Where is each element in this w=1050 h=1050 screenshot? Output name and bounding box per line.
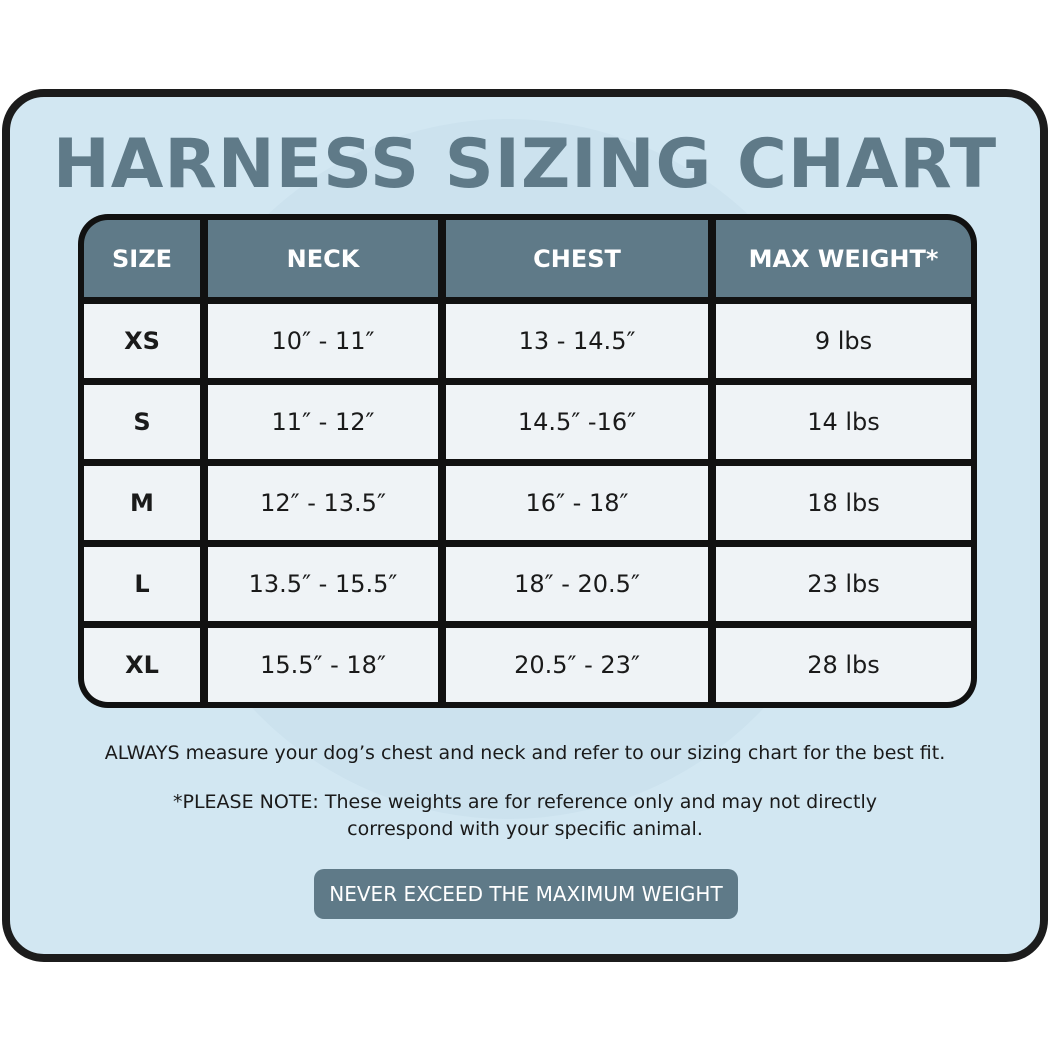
cell-max-weight: 9 lbs [716, 304, 971, 378]
cell-size: L [84, 547, 200, 621]
cell-neck: 12″ - 13.5″ [208, 466, 438, 540]
sizing-chart-card: HARNESS SIZING CHART SIZE NECK CHEST MAX WE… [2, 89, 1048, 962]
header-size: SIZE [84, 220, 200, 297]
header-chest: CHEST [446, 220, 708, 297]
cell-max-weight: 18 lbs [716, 466, 971, 540]
header-max-weight: MAX WEIGHT* [716, 220, 971, 297]
cell-neck: 13.5″ - 15.5″ [208, 547, 438, 621]
cell-chest: 13 - 14.5″ [446, 304, 708, 378]
cell-chest: 18″ - 20.5″ [446, 547, 708, 621]
cell-neck: 10″ - 11″ [208, 304, 438, 378]
cell-chest: 14.5″ -16″ [446, 385, 708, 459]
cell-chest: 16″ - 18″ [446, 466, 708, 540]
cell-neck: 15.5″ - 18″ [208, 628, 438, 702]
cell-max-weight: 23 lbs [716, 547, 971, 621]
sizing-table: SIZE NECK CHEST MAX WEIGHT* XS 10″ - 11″ 13 - … [78, 214, 977, 708]
cell-neck: 11″ - 12″ [208, 385, 438, 459]
measure-note: ALWAYS measure your dog’s chest and neck… [104, 742, 946, 764]
max-weight-banner: NEVER EXCEED THE MAXIMUM WEIGHT [314, 869, 738, 919]
page-title: HARNESS SIZING CHART [52, 125, 998, 204]
cell-max-weight: 28 lbs [716, 628, 971, 702]
disclaimer-note: *PLEASE NOTE: These weights are for refe… [173, 791, 877, 840]
cell-size: XS [84, 304, 200, 378]
cell-size: XL [84, 628, 200, 702]
cell-size: S [84, 385, 200, 459]
cell-max-weight: 14 lbs [716, 385, 971, 459]
cell-chest: 20.5″ - 23″ [446, 628, 708, 702]
cell-size: M [84, 466, 200, 540]
header-neck: NECK [208, 220, 438, 297]
